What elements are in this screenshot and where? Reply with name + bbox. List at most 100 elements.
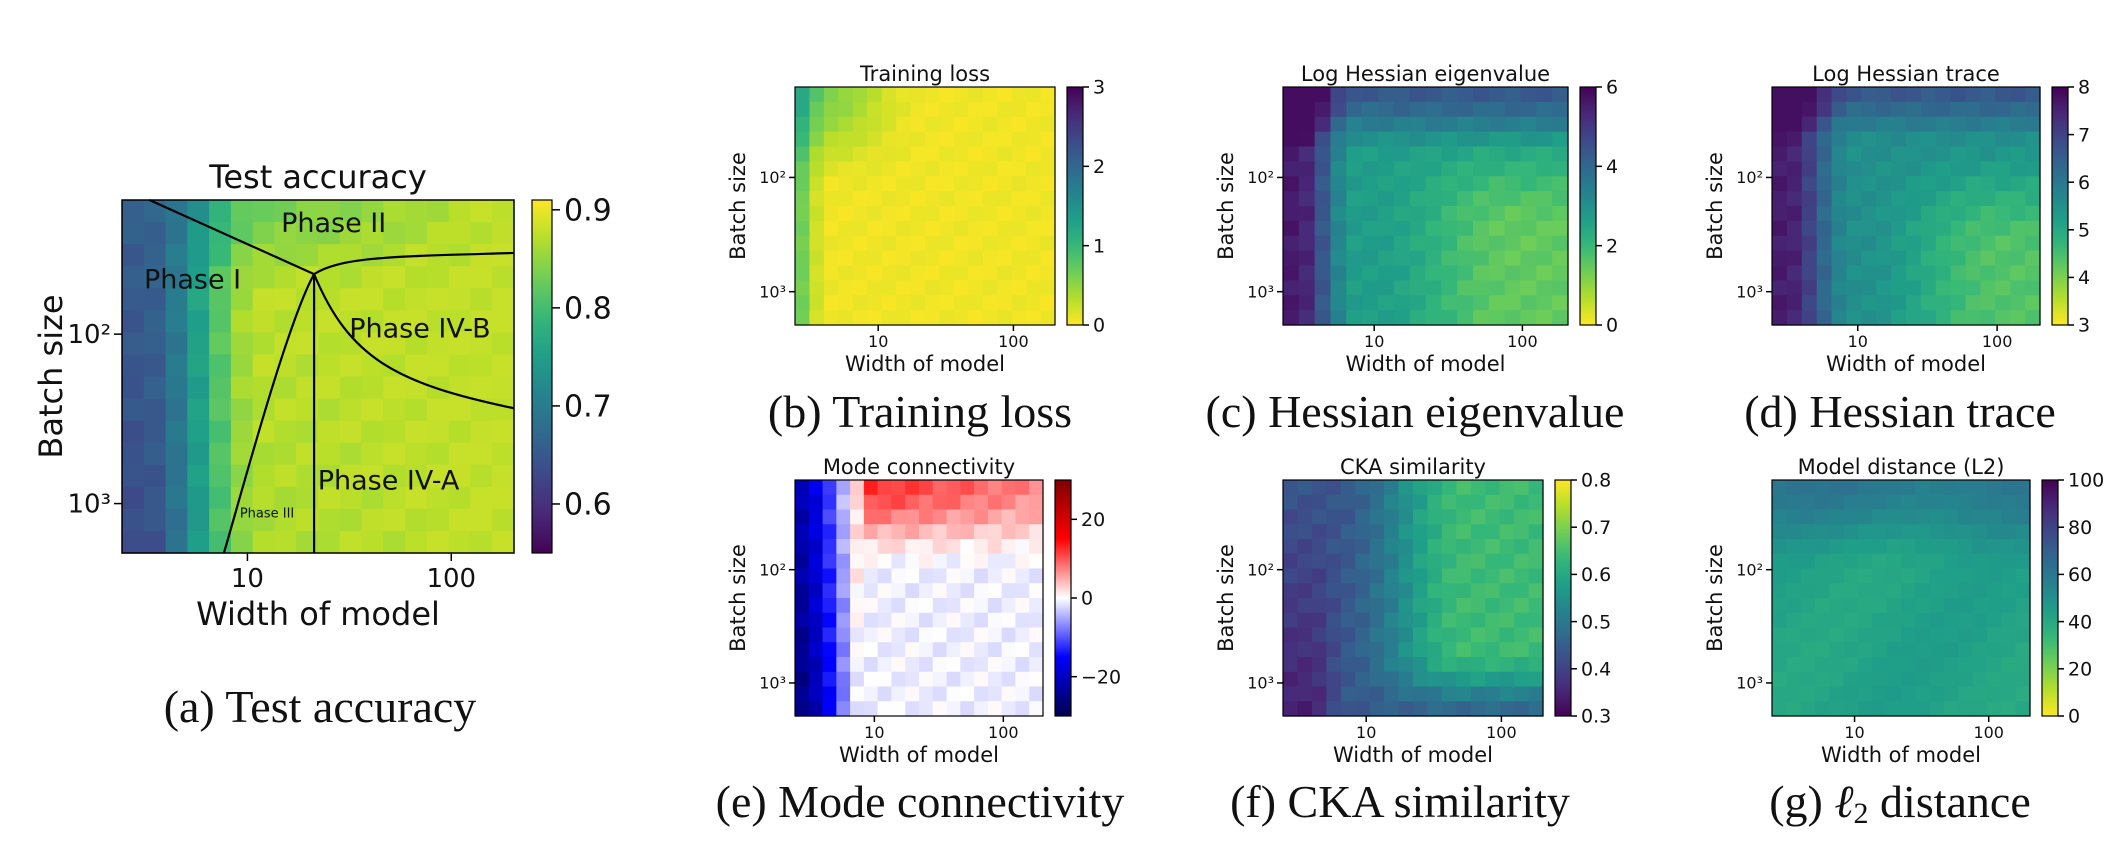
- heat-cell: [1470, 671, 1486, 688]
- heat-cell: [863, 612, 879, 629]
- heat-cell: [1398, 671, 1414, 688]
- heat-cell: [808, 671, 824, 688]
- heat-cell: [863, 539, 879, 555]
- heat-cell: [1872, 524, 1888, 540]
- heat-cell: [274, 442, 297, 466]
- heat-cell: [1536, 87, 1553, 103]
- heat-cell: [836, 686, 851, 702]
- heat-cell: [1950, 235, 1967, 252]
- heat-cell: [809, 101, 825, 118]
- heat-cell: [1457, 250, 1474, 267]
- heat-cell: [252, 508, 276, 532]
- heat-cell: [1283, 509, 1299, 525]
- heat-cell: [1528, 524, 1544, 540]
- heat-cell: [1362, 116, 1379, 133]
- heat-cell: [1872, 568, 1888, 584]
- heat-cell: [1846, 250, 1862, 267]
- heat-cell: [1283, 220, 1300, 237]
- heat-cell: [1861, 295, 1877, 311]
- heat-cell: [1876, 235, 1892, 252]
- heat-cell: [1872, 686, 1888, 702]
- heat-cell: [187, 310, 210, 333]
- heat-cell: [1831, 176, 1848, 192]
- heat-cell: [1520, 176, 1537, 192]
- heat-cell: [1040, 295, 1056, 311]
- heat-cell: [1040, 310, 1056, 326]
- heat-cell: [932, 539, 948, 555]
- heat-cell: [1528, 480, 1544, 496]
- heat-cell: [1393, 280, 1411, 296]
- heat-cell: [1413, 524, 1429, 540]
- heat-cell: [1987, 701, 2002, 717]
- heat-cell: [863, 553, 879, 570]
- heat-cell: [339, 442, 363, 466]
- heat-cell: [1485, 598, 1501, 614]
- heat-cell: [877, 598, 893, 614]
- heat-cell: [1015, 627, 1030, 643]
- colorbar-tick-label: 3: [2078, 315, 2090, 337]
- heat-cell: [1297, 524, 1313, 540]
- heat-cell: [1829, 568, 1845, 584]
- heat-cell: [1298, 101, 1316, 118]
- heat-cell: [1520, 250, 1537, 267]
- x-axis-label: Width of model: [1333, 743, 1493, 767]
- heat-cell: [1011, 87, 1027, 103]
- heat-cell: [1283, 568, 1299, 584]
- heat-cell: [1829, 701, 1845, 717]
- heat-cell: [1441, 176, 1458, 192]
- heat-cell: [165, 398, 188, 422]
- heat-cell: [1298, 235, 1316, 252]
- heat-cell: [1906, 101, 1922, 118]
- plot-frame: [1771, 479, 2031, 717]
- x-tick-label: 10: [1364, 332, 1384, 351]
- heat-cell: [919, 642, 934, 658]
- phase-boundary-line: [313, 273, 515, 410]
- heat-cell: [1409, 235, 1427, 252]
- heat-cell: [1858, 553, 1873, 570]
- heat-cell: [296, 508, 319, 532]
- heat-cell: [1987, 612, 2002, 629]
- heat-cell: [1456, 539, 1472, 555]
- plot-frame: [794, 479, 1044, 717]
- heat-cell: [932, 671, 948, 688]
- heat-cell: [1929, 480, 1945, 496]
- heat-cell: [1499, 657, 1515, 673]
- heat-cell: [1346, 161, 1363, 177]
- heat-cell: [1520, 310, 1537, 326]
- heat-cell: [891, 480, 906, 496]
- heat-cell: [838, 101, 854, 118]
- heat-cell: [296, 530, 319, 554]
- heat-cell: [1298, 191, 1316, 207]
- heat-cell: [1944, 612, 1959, 629]
- heat-cell: [1901, 671, 1916, 688]
- caption-g-subscript: 2: [1853, 797, 1869, 830]
- heat-cell: [968, 131, 984, 148]
- heat-cell: [1843, 612, 1859, 629]
- heat-cell: [230, 486, 254, 510]
- y-tick-label: 10²: [1736, 560, 1763, 579]
- heat-cell: [1552, 176, 1569, 192]
- heat-cell: [1457, 220, 1474, 237]
- heat-cell: [1015, 509, 1030, 525]
- heat-cell: [1901, 524, 1916, 540]
- heat-cell: [1950, 146, 1967, 162]
- heat-cell: [1891, 265, 1907, 281]
- heat-cell: [2010, 220, 2026, 237]
- heat-cell: [426, 530, 450, 554]
- heat-cell: [953, 101, 969, 118]
- phase-label: Phase IV-B: [349, 314, 490, 345]
- heat-cell: [1858, 494, 1873, 511]
- heat-cell: [1413, 701, 1429, 717]
- heat-cell: [252, 266, 276, 289]
- colorbar-tick-label: 3: [1093, 77, 1105, 99]
- heat-cell: [2015, 657, 2031, 673]
- heat-cell: [1886, 627, 1902, 643]
- heat-cell: [448, 398, 472, 422]
- heat-cell: [1456, 657, 1472, 673]
- heat-cell: [1987, 568, 2002, 584]
- heat-cell: [905, 539, 920, 555]
- heat-cell: [1298, 176, 1316, 192]
- heat-cell: [1297, 568, 1313, 584]
- heat-cell: [1980, 161, 1996, 177]
